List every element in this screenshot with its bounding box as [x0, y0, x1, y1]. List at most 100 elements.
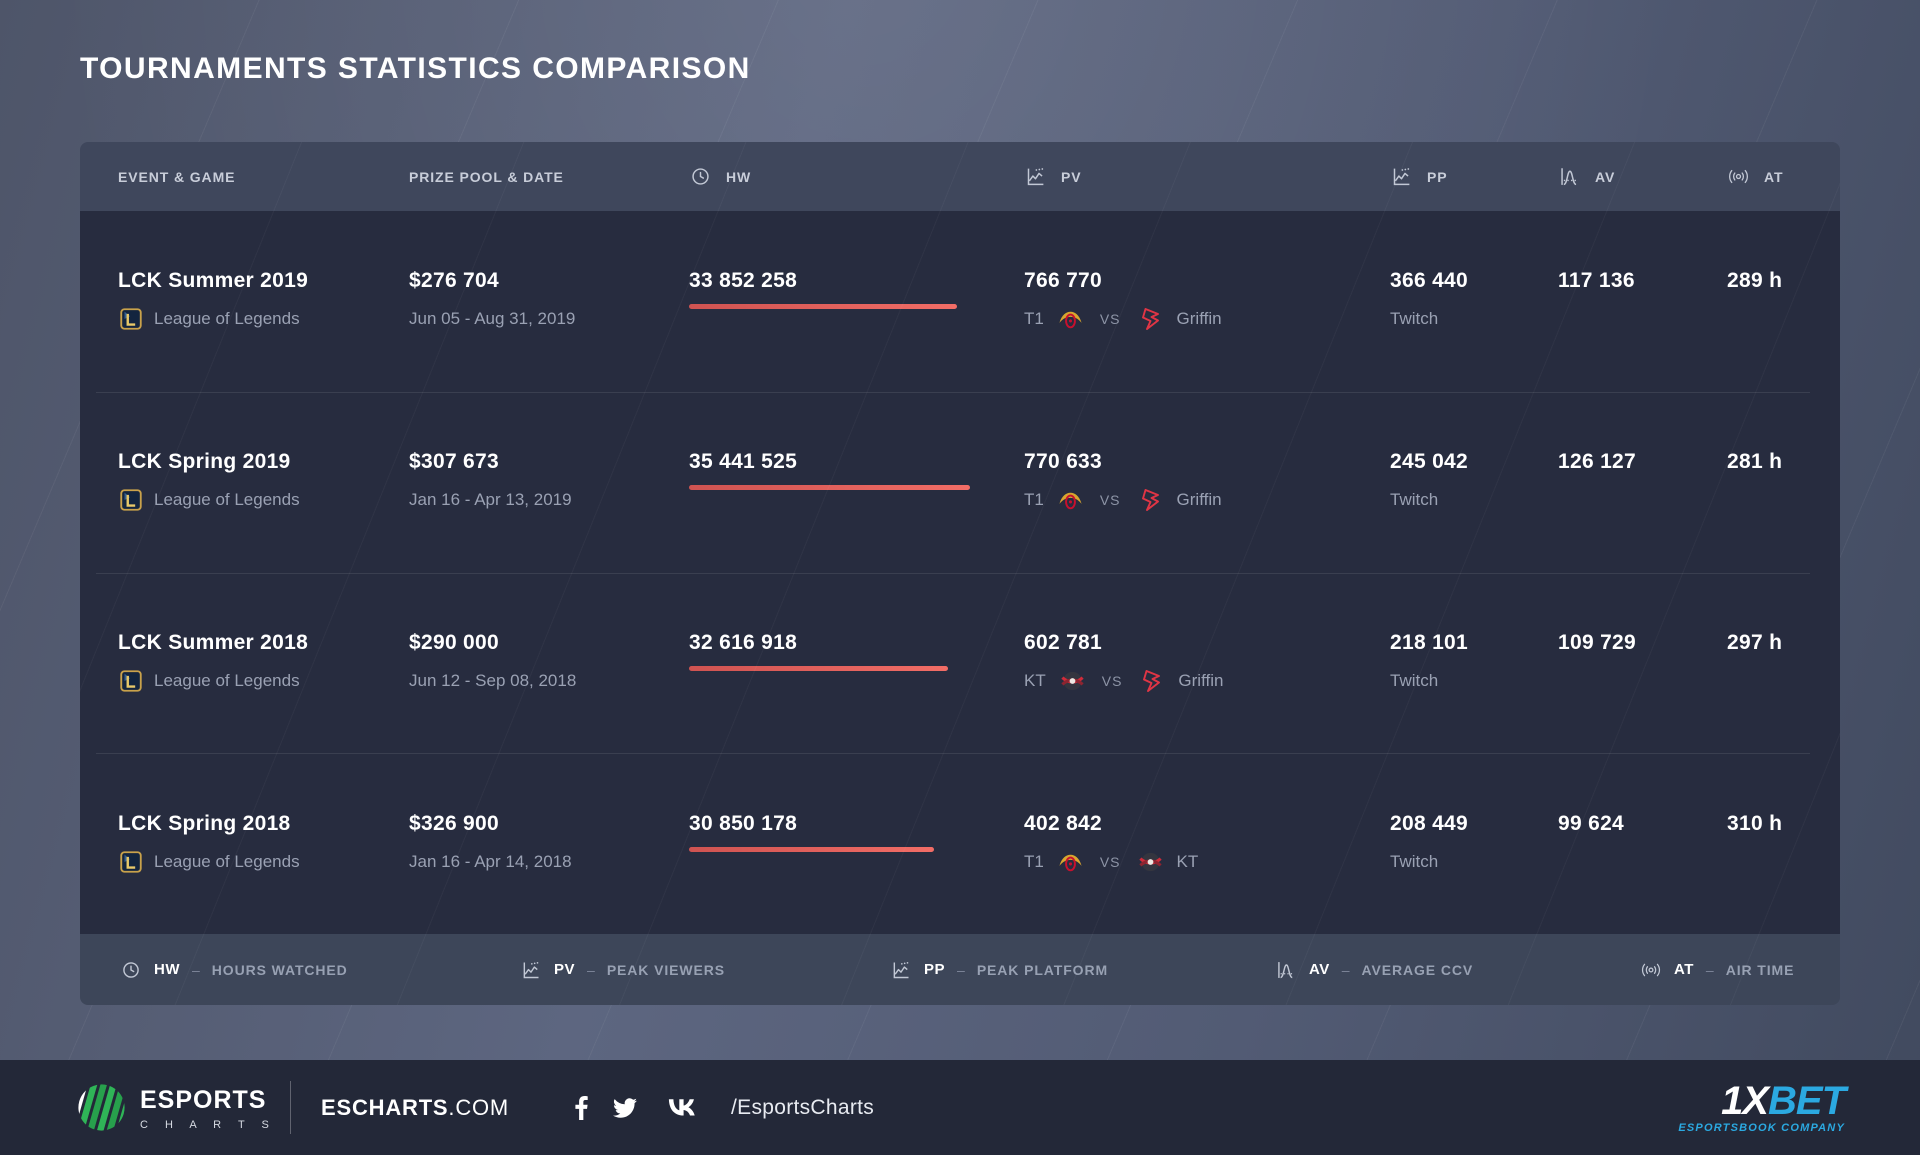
peak-viewers-value: 770 633	[1024, 450, 1103, 474]
hours-watched-cell: 32 616 918	[689, 630, 1024, 696]
platform-name: Twitch	[1390, 851, 1439, 871]
legend-label: AIR TIME	[1725, 961, 1795, 978]
hours-watched-value: 35 441 525	[689, 450, 798, 474]
team2-logo-icon	[1137, 850, 1164, 874]
prize-cell: $290 000 Jun 12 - Sep 08, 2018	[409, 630, 689, 696]
team2-logo-icon	[1137, 307, 1164, 331]
footer-divider	[290, 1081, 291, 1134]
prize-cell: $326 900 Jan 16 - Apr 14, 2018	[409, 811, 689, 877]
brand-wordmark: ESPORTS C H A R T S	[140, 1086, 276, 1131]
legend-separator: –	[192, 961, 200, 978]
legend-item-at: AT – AIR TIME	[1640, 960, 1794, 980]
column-header-label: EVENT & GAME	[118, 168, 236, 185]
peak-platform-value: 208 449	[1390, 811, 1469, 835]
esports-charts-logo[interactable]	[74, 1080, 129, 1135]
legend-item-hw: HW – HOURS WATCHED	[120, 960, 348, 980]
column-header-label: AT	[1764, 168, 1784, 185]
legend-item-av: AV – AVERAGE CCV	[1275, 960, 1473, 980]
platform-name: Twitch	[1390, 670, 1439, 690]
average-ccv-cell: 109 729	[1558, 630, 1727, 696]
team1-name: T1	[1024, 490, 1044, 510]
event-name: LCK Summer 2019	[118, 269, 309, 293]
table-row: LCK Summer 2019 League of Legends $276 7…	[80, 211, 1840, 392]
table-body: LCK Summer 2019 League of Legends $276 7…	[80, 211, 1840, 934]
hours-watched-value: 33 852 258	[689, 269, 798, 293]
league-of-legends-icon	[118, 850, 144, 874]
social-links: /EsportsCharts	[574, 1095, 875, 1120]
hours-watched-bar	[689, 304, 957, 310]
event-name: LCK Spring 2019	[118, 450, 291, 474]
hours-watched-value: 30 850 178	[689, 811, 798, 835]
broadcast-icon	[1727, 166, 1750, 187]
team1-logo-icon	[1057, 488, 1084, 512]
event-name: LCK Summer 2018	[118, 630, 309, 654]
legend-label: AVERAGE CCV	[1361, 961, 1474, 978]
league-of-legends-icon	[118, 307, 144, 331]
air-time-cell: 289 h	[1727, 268, 1802, 334]
game-name: League of Legends	[154, 851, 300, 871]
social-handle[interactable]: /EsportsCharts	[731, 1095, 875, 1119]
team2-logo-icon	[1138, 669, 1165, 693]
prize-pool: $290 000	[409, 630, 499, 654]
hours-watched-bar	[689, 846, 934, 852]
legend-item-pp: PP – PEAK PLATFORM	[890, 960, 1108, 980]
sponsor-1xbet-logo[interactable]: 1XBET ESPORTSBOOK COMPANY	[1678, 1078, 1846, 1134]
table-row: LCK Spring 2018 League of Legends $326 9…	[80, 753, 1840, 934]
legend-code: PP	[924, 961, 946, 978]
line-chart-icon	[1024, 166, 1047, 187]
air-time-cell: 297 h	[1727, 630, 1802, 696]
date-range: Jun 12 - Sep 08, 2018	[409, 670, 577, 690]
air-time-value: 297 h	[1727, 630, 1783, 654]
sponsor-part2: BET	[1768, 1078, 1846, 1123]
hours-watched-value: 32 616 918	[689, 630, 798, 654]
sponsor-part1: 1X	[1721, 1078, 1769, 1123]
site-url-bold: ESCHARTS	[321, 1094, 449, 1120]
bell-curve-icon	[1275, 960, 1297, 980]
twitter-icon[interactable]	[611, 1096, 639, 1120]
peak-viewers-cell: 402 842 T1 VS KT	[1024, 811, 1390, 877]
peak-platform-cell: 366 440 Twitch	[1390, 268, 1558, 334]
air-time-value: 289 h	[1727, 269, 1783, 293]
clock-icon	[689, 166, 712, 187]
column-header-label: HW	[726, 168, 752, 185]
table-header-row: EVENT & GAME PRIZE POOL & DATE HW PV PP …	[80, 142, 1840, 211]
legend-separator: –	[1341, 961, 1350, 978]
date-range: Jun 05 - Aug 31, 2019	[409, 309, 576, 329]
peak-platform-value: 245 042	[1390, 450, 1469, 474]
average-ccv-cell: 126 127	[1558, 449, 1727, 515]
site-url-link[interactable]: ESCHARTS.COM	[321, 1095, 509, 1121]
peak-platform-value: 366 440	[1390, 269, 1469, 293]
footer-bar: ESPORTS C H A R T S ESCHARTS.COM /Esport…	[0, 1060, 1920, 1155]
legend-code: AV	[1309, 961, 1330, 978]
event-cell: LCK Summer 2019 League of Legends	[118, 268, 409, 334]
legend-label: PEAK VIEWERS	[606, 961, 725, 978]
date-range: Jan 16 - Apr 14, 2018	[409, 851, 572, 871]
hours-watched-cell: 30 850 178	[689, 811, 1024, 877]
peak-viewers-value: 766 770	[1024, 269, 1103, 293]
game-name: League of Legends	[154, 490, 300, 510]
vk-icon[interactable]	[661, 1096, 703, 1120]
prize-pool: $276 704	[409, 269, 499, 293]
table-row: LCK Summer 2018 League of Legends $290 0…	[80, 572, 1840, 754]
column-header-pv: PV	[1024, 166, 1390, 187]
legend-separator: –	[587, 961, 595, 978]
page-title: TOURNAMENTS STATISTICS COMPARISON	[80, 52, 751, 85]
column-header-label: PRIZE POOL & DATE	[409, 168, 564, 185]
team2-name: Griffin	[1176, 309, 1222, 329]
prize-pool: $326 900	[409, 811, 499, 835]
facebook-icon[interactable]	[574, 1096, 589, 1120]
team2-name: Griffin	[1176, 490, 1222, 510]
broadcast-icon	[1640, 960, 1662, 980]
prize-cell: $276 704 Jun 05 - Aug 31, 2019	[409, 268, 689, 334]
line-chart-icon	[1390, 166, 1413, 187]
average-ccv-value: 126 127	[1558, 450, 1637, 474]
event-cell: LCK Summer 2018 League of Legends	[118, 630, 409, 696]
legend-label: PEAK PLATFORM	[976, 961, 1109, 978]
column-header-hw: HW	[689, 166, 1024, 187]
vs-label: VS	[1099, 853, 1121, 870]
peak-viewers-cell: 766 770 T1 VS Griffin	[1024, 268, 1390, 334]
peak-viewers-cell: 602 781 KT VS Griffin	[1024, 630, 1390, 696]
legend-code: AT	[1674, 961, 1694, 978]
average-ccv-value: 117 136	[1558, 269, 1635, 293]
hours-watched-bar	[689, 665, 948, 671]
